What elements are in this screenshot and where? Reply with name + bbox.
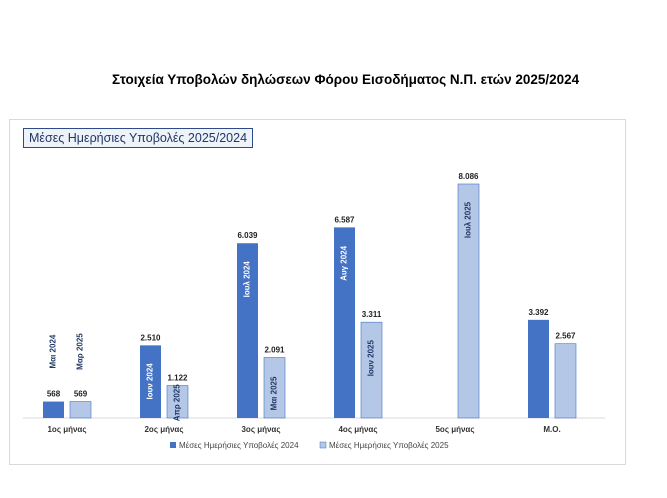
data-label-2024-3: 6.039 (237, 231, 258, 240)
bar-2024-2 (140, 345, 161, 418)
data-label-2024-4: 6.587 (334, 215, 355, 224)
bar-2025-4 (360, 321, 383, 419)
bar-2024-1 (43, 401, 64, 418)
bar-2025-1 (69, 401, 92, 419)
bar-2025-5 (457, 183, 480, 419)
data-label-2025-1: 569 (74, 390, 88, 399)
chart-frame (9, 119, 626, 465)
period-label-2025-3: Μαι 2025 (270, 376, 279, 410)
legend-swatch-2025 (319, 441, 327, 449)
data-label-2025-2: 1.122 (167, 374, 188, 383)
category-label-4: 4ος μήνας (338, 425, 377, 434)
category-label-5: 5ος μήνας (435, 425, 474, 434)
chart-title: Μέσες Ημερήσιες Υποβολές 2025/2024 (23, 128, 254, 148)
bar-2025-6 (554, 343, 577, 419)
bar-2024-3 (237, 243, 258, 418)
data-label-2024-6: 3.392 (528, 308, 549, 317)
legend-swatch-2024 (170, 442, 176, 448)
bar-2025-3 (263, 357, 286, 419)
category-label-1: 1ος μήνας (47, 425, 86, 434)
data-label-2025-4: 3.311 (362, 310, 382, 319)
period-label-2024-2: Ιουν 2024 (146, 363, 155, 400)
page-title: Στοιχεία Υποβολών δηλώσεων Φόρου Εισοδήμ… (112, 72, 580, 87)
data-label-2024-1: 568 (47, 390, 61, 399)
legend-label-2025: Μέσες Ημερήσιες Υποβολές 2025 (329, 441, 449, 450)
data-label-2025-3: 2.091 (264, 345, 285, 354)
period-label-2025-5: Ιουλ 2025 (464, 201, 473, 238)
data-label-2025-6: 2.567 (555, 332, 576, 341)
period-label-2025-2: Απρ 2025 (173, 384, 182, 421)
bar-2024-4 (334, 227, 355, 418)
legend-label-2024: Μέσες Ημερήσιες Υποβολές 2024 (179, 441, 299, 450)
category-label-6: Μ.Ο. (543, 425, 560, 434)
period-label-2025-4: Ιουν 2025 (367, 340, 376, 377)
period-label-2024-1: Μαι 2024 (49, 334, 58, 368)
data-label-2024-2: 2.510 (140, 333, 161, 342)
category-label-2: 2ος μήνας (144, 425, 183, 434)
period-label-2024-3: Ιουλ 2024 (243, 261, 252, 298)
bar-2024-6 (528, 319, 549, 418)
period-label-2025-1: Μαρ 2025 (76, 333, 85, 370)
category-label-3: 3ος μήνας (241, 425, 280, 434)
period-label-2024-4: Αυγ 2024 (340, 245, 349, 280)
bar-2025-2 (166, 385, 189, 419)
data-label-2025-5: 8.086 (458, 172, 479, 181)
